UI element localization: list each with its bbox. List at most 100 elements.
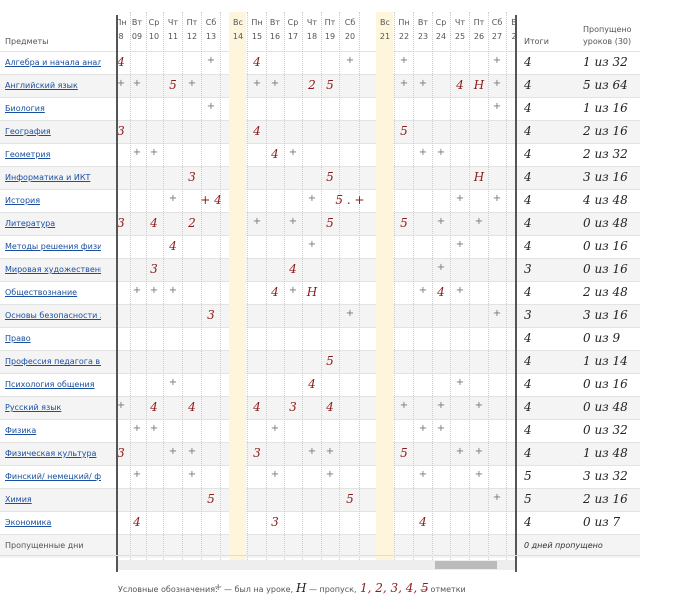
cell-mark: + (168, 377, 178, 388)
subject[interactable]: Методы решения физиче (5, 242, 101, 251)
subject[interactable]: Литература (5, 219, 56, 228)
missed: 0 из 9 (583, 331, 621, 345)
cell-mark: + (270, 469, 280, 480)
cell-mark: + (436, 216, 446, 227)
column-line (284, 12, 285, 560)
cell-mark: + (206, 101, 216, 112)
subject[interactable]: Геометрия (5, 150, 51, 159)
subject[interactable]: Профессия педагога в сов (5, 357, 101, 366)
column-line (506, 12, 507, 560)
cell-mark: 5 (326, 216, 334, 230)
missed: 0 из 16 (583, 377, 628, 391)
total: 4 (524, 170, 532, 184)
subject[interactable]: Биология (5, 104, 45, 113)
total: 4 (524, 239, 532, 253)
cell-mark: + (288, 285, 298, 296)
subject[interactable]: Психология общения (5, 380, 95, 389)
scroll-thumb[interactable] (435, 561, 497, 569)
missed: 1 из 14 (583, 354, 628, 368)
cell-mark: + (149, 423, 159, 434)
total: 4 (524, 55, 532, 69)
subject[interactable]: Русский язык (5, 403, 62, 412)
column-line (266, 12, 267, 560)
cell-mark: + (492, 193, 502, 204)
subject[interactable]: Физическая культура (5, 449, 97, 458)
subject[interactable]: Алгебра и начала анализа (5, 58, 101, 67)
subject[interactable]: Химия (5, 495, 32, 504)
date: 8 (118, 32, 124, 41)
missed: 2 из 16 (583, 492, 628, 506)
cell-mark: 4 (271, 285, 279, 299)
total: 4 (524, 400, 532, 414)
cell-mark: 4 (289, 262, 297, 276)
weekday: Вс (380, 18, 390, 27)
subject[interactable]: Обществознание (5, 288, 78, 297)
weekday: Пт (186, 18, 198, 27)
cell-mark: 4 (326, 400, 334, 414)
total: 4 (524, 101, 532, 115)
total: 4 (524, 216, 532, 230)
column-line (182, 12, 183, 560)
missed: 3 из 16 (583, 170, 628, 184)
subject[interactable]: Право (5, 334, 31, 343)
cell-mark: 3 (150, 262, 158, 276)
missed: 0 из 16 (583, 262, 628, 276)
subject[interactable]: Физика (5, 426, 37, 435)
cell-mark: 4 (456, 78, 464, 92)
total: 4 (524, 446, 532, 460)
legend-absent: — пропуск, (309, 585, 357, 594)
missed: 1 из 16 (583, 101, 628, 115)
weekday: Пт (473, 18, 485, 27)
cell-mark: + (132, 469, 142, 480)
total: 4 (524, 193, 532, 207)
footer-label: Пропущенные дни (5, 541, 84, 550)
subject[interactable]: Мировая художественная к (5, 265, 101, 274)
cell-mark: + (288, 216, 298, 227)
total: 4 (524, 331, 532, 345)
subject[interactable]: Английский язык (5, 81, 78, 90)
missed: 0 из 7 (583, 515, 621, 529)
cell-mark: + (252, 78, 262, 89)
cell-mark: + (307, 446, 317, 457)
total: 3 (524, 308, 532, 322)
cell-mark: + (436, 262, 446, 273)
footer-value: 0 дней пропущено (524, 541, 603, 550)
column-line (432, 12, 433, 560)
missed-header: Пропущено уроков (30) (583, 25, 632, 46)
cell-mark: 5 (326, 170, 334, 184)
cell-mark: + (187, 446, 197, 457)
cell-mark: 4 (308, 377, 316, 391)
subject[interactable]: История (5, 196, 41, 205)
cell-mark: + (455, 285, 465, 296)
legend-present-mark: + (214, 582, 223, 593)
date: 17 (287, 32, 299, 41)
column-line (359, 12, 360, 560)
cell-mark: + (132, 285, 142, 296)
subject[interactable]: Информатика и ИКТ (5, 173, 91, 182)
cell-mark: 4 (253, 124, 261, 138)
subject[interactable]: Экономика (5, 518, 52, 527)
subject[interactable]: Финский/ немецкий/ франц (5, 472, 101, 481)
cell-mark: + (455, 239, 465, 250)
date: 20 (344, 32, 356, 41)
date: 12 (186, 32, 198, 41)
cell-mark: + (117, 400, 126, 411)
column-line (339, 12, 340, 560)
cell-mark: + (492, 78, 502, 89)
date: 23 (417, 32, 429, 41)
days-area: Пн 8 Вт 09 Ср 10 Чт 11 Пт 12 Сб 13 Вс 14 Пн 15 Вт 16 Ср 17 Ч… (117, 0, 516, 560)
missed: 0 из 16 (583, 239, 628, 253)
cell-mark: + (132, 423, 142, 434)
date: 10 (148, 32, 160, 41)
subject[interactable]: Основы безопасности жиз (5, 311, 101, 320)
subject[interactable]: География (5, 127, 51, 136)
cell-mark: 4 (133, 515, 141, 529)
column-line (413, 12, 414, 560)
weekday: Чт (454, 18, 466, 27)
date: 11 (167, 32, 179, 41)
cell-mark: 5 (400, 216, 408, 230)
scrollbar[interactable] (118, 560, 515, 570)
cell-mark: Н (473, 78, 485, 92)
cell-mark: 3 (117, 446, 125, 460)
total: 4 (524, 78, 532, 92)
